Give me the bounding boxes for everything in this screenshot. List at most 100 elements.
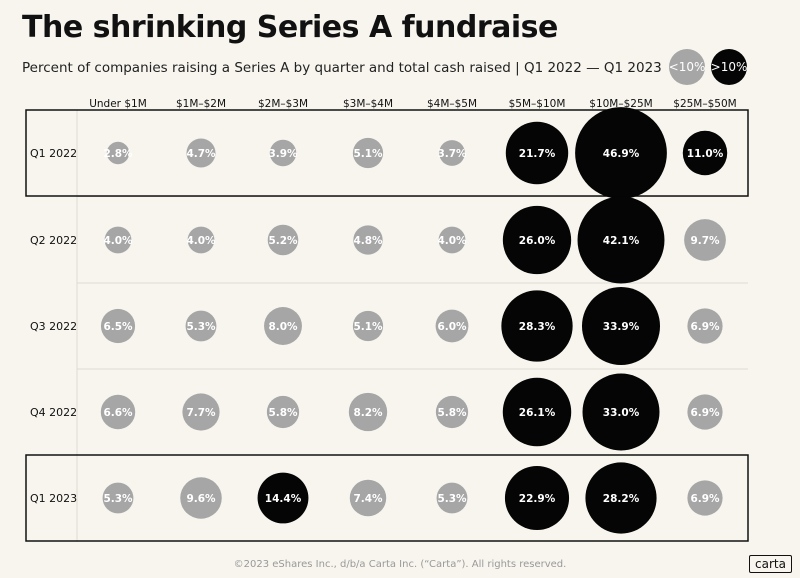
bubble-label: 26.0% bbox=[519, 235, 556, 247]
bubble-label: 42.1% bbox=[603, 235, 640, 247]
bubble-label: 5.3% bbox=[186, 321, 216, 333]
bubble bbox=[266, 395, 300, 429]
row-label: Q2 2022 bbox=[30, 234, 77, 247]
bubble-label: 14.4% bbox=[265, 493, 302, 505]
bubble-label: 5.2% bbox=[268, 235, 298, 247]
highlight-box bbox=[25, 454, 749, 542]
bubble-label: 9.6% bbox=[186, 493, 216, 505]
bubble-label: 3.9% bbox=[268, 148, 298, 160]
bubble-label: 5.3% bbox=[437, 493, 467, 505]
bubble bbox=[269, 139, 297, 167]
bubble-label: 8.0% bbox=[268, 321, 298, 333]
bubble-label: 6.9% bbox=[690, 493, 720, 505]
bubble bbox=[267, 224, 299, 256]
row-label: Q3 2022 bbox=[30, 320, 77, 333]
column-header: Under $1M bbox=[89, 98, 147, 110]
bubble bbox=[436, 482, 468, 514]
bubble bbox=[501, 290, 573, 362]
bubble bbox=[187, 226, 215, 254]
bubble bbox=[186, 138, 216, 168]
bubble bbox=[504, 465, 570, 531]
chart-title: The shrinking Series A fundraise bbox=[22, 10, 558, 45]
bubble-label: 5.8% bbox=[268, 407, 298, 419]
bubble bbox=[100, 394, 136, 430]
copyright-footer: ©2023 eShares Inc., d/b/a Carta Inc. (“C… bbox=[233, 559, 567, 570]
bubble bbox=[687, 394, 723, 430]
bubble-label: 7.4% bbox=[353, 493, 383, 505]
column-header: $4M–$5M bbox=[427, 98, 477, 110]
bubble bbox=[682, 130, 728, 176]
bubble-label: 6.9% bbox=[690, 407, 720, 419]
bubble bbox=[102, 482, 134, 514]
bubble bbox=[435, 309, 469, 343]
bubble bbox=[687, 480, 723, 516]
bubble bbox=[106, 141, 130, 165]
bubble bbox=[264, 307, 302, 345]
bubble-label: 6.5% bbox=[103, 321, 133, 333]
chart-subtitle: Percent of companies raising a Series A … bbox=[22, 60, 662, 76]
bubble-label: 33.0% bbox=[603, 407, 640, 419]
bubble bbox=[348, 392, 388, 432]
bubble bbox=[104, 226, 132, 254]
bubble bbox=[257, 472, 309, 524]
bubble-label: 9.7% bbox=[690, 235, 720, 247]
bubble bbox=[575, 107, 667, 199]
legend-high: >10% bbox=[711, 49, 747, 85]
bubble bbox=[182, 393, 220, 431]
bubble bbox=[439, 140, 465, 166]
column-header: $2M–$3M bbox=[258, 98, 308, 110]
row-label: Q4 2022 bbox=[30, 406, 77, 419]
bubble bbox=[577, 196, 665, 284]
column-header: $10M–$25M bbox=[589, 98, 652, 110]
bubble-label: 11.0% bbox=[687, 148, 724, 160]
bubble-label: 2.8% bbox=[103, 148, 133, 160]
bubble-label: 5.8% bbox=[437, 407, 467, 419]
highlight-box bbox=[25, 109, 749, 197]
bubble-label: 6.0% bbox=[437, 321, 467, 333]
bubble bbox=[502, 205, 572, 275]
column-header: $1M–$2M bbox=[176, 98, 226, 110]
bubble bbox=[353, 225, 383, 255]
row-label: Q1 2023 bbox=[30, 492, 77, 505]
column-header: $25M–$50M bbox=[673, 98, 736, 110]
bubble-label: 26.1% bbox=[519, 407, 556, 419]
bubble bbox=[502, 377, 572, 447]
bubble-label: 3.7% bbox=[437, 148, 467, 160]
bubble-label: 46.9% bbox=[603, 148, 640, 160]
bubble-label: 28.3% bbox=[519, 321, 556, 333]
bubble bbox=[581, 286, 661, 366]
bubble-label: 5.1% bbox=[353, 321, 383, 333]
bubble bbox=[185, 310, 217, 342]
legend-low: <10% bbox=[669, 49, 705, 85]
bubble bbox=[100, 308, 136, 344]
bubble bbox=[684, 219, 726, 261]
bubble-label: 28.2% bbox=[603, 493, 640, 505]
bubble-label: 4.0% bbox=[186, 235, 216, 247]
bubble bbox=[687, 308, 723, 344]
bubble bbox=[352, 310, 384, 342]
bubble bbox=[435, 395, 469, 429]
bubble-label: 5.1% bbox=[353, 148, 383, 160]
carta-logo: carta bbox=[749, 555, 792, 573]
bubble-label: 4.7% bbox=[186, 148, 216, 160]
bubble-label: 4.0% bbox=[437, 235, 467, 247]
bubble bbox=[438, 226, 466, 254]
bubble-label: 7.7% bbox=[186, 407, 216, 419]
bubble-label: 6.9% bbox=[690, 321, 720, 333]
bubble-label: 21.7% bbox=[519, 148, 556, 160]
bubble-label: 22.9% bbox=[519, 493, 556, 505]
bubble-label: 4.8% bbox=[353, 235, 383, 247]
row-label: Q1 2022 bbox=[30, 147, 77, 160]
bubble bbox=[585, 462, 657, 534]
column-header: $3M–$4M bbox=[343, 98, 393, 110]
bubble-label: 8.2% bbox=[353, 407, 383, 419]
column-header: $5M–$10M bbox=[509, 98, 566, 110]
bubble-label: 33.9% bbox=[603, 321, 640, 333]
bubble bbox=[349, 479, 387, 517]
bubble bbox=[180, 477, 222, 519]
bubble bbox=[352, 137, 384, 169]
bubble-label: 5.3% bbox=[103, 493, 133, 505]
bubble-label: 6.6% bbox=[103, 407, 133, 419]
bubble bbox=[505, 121, 569, 185]
